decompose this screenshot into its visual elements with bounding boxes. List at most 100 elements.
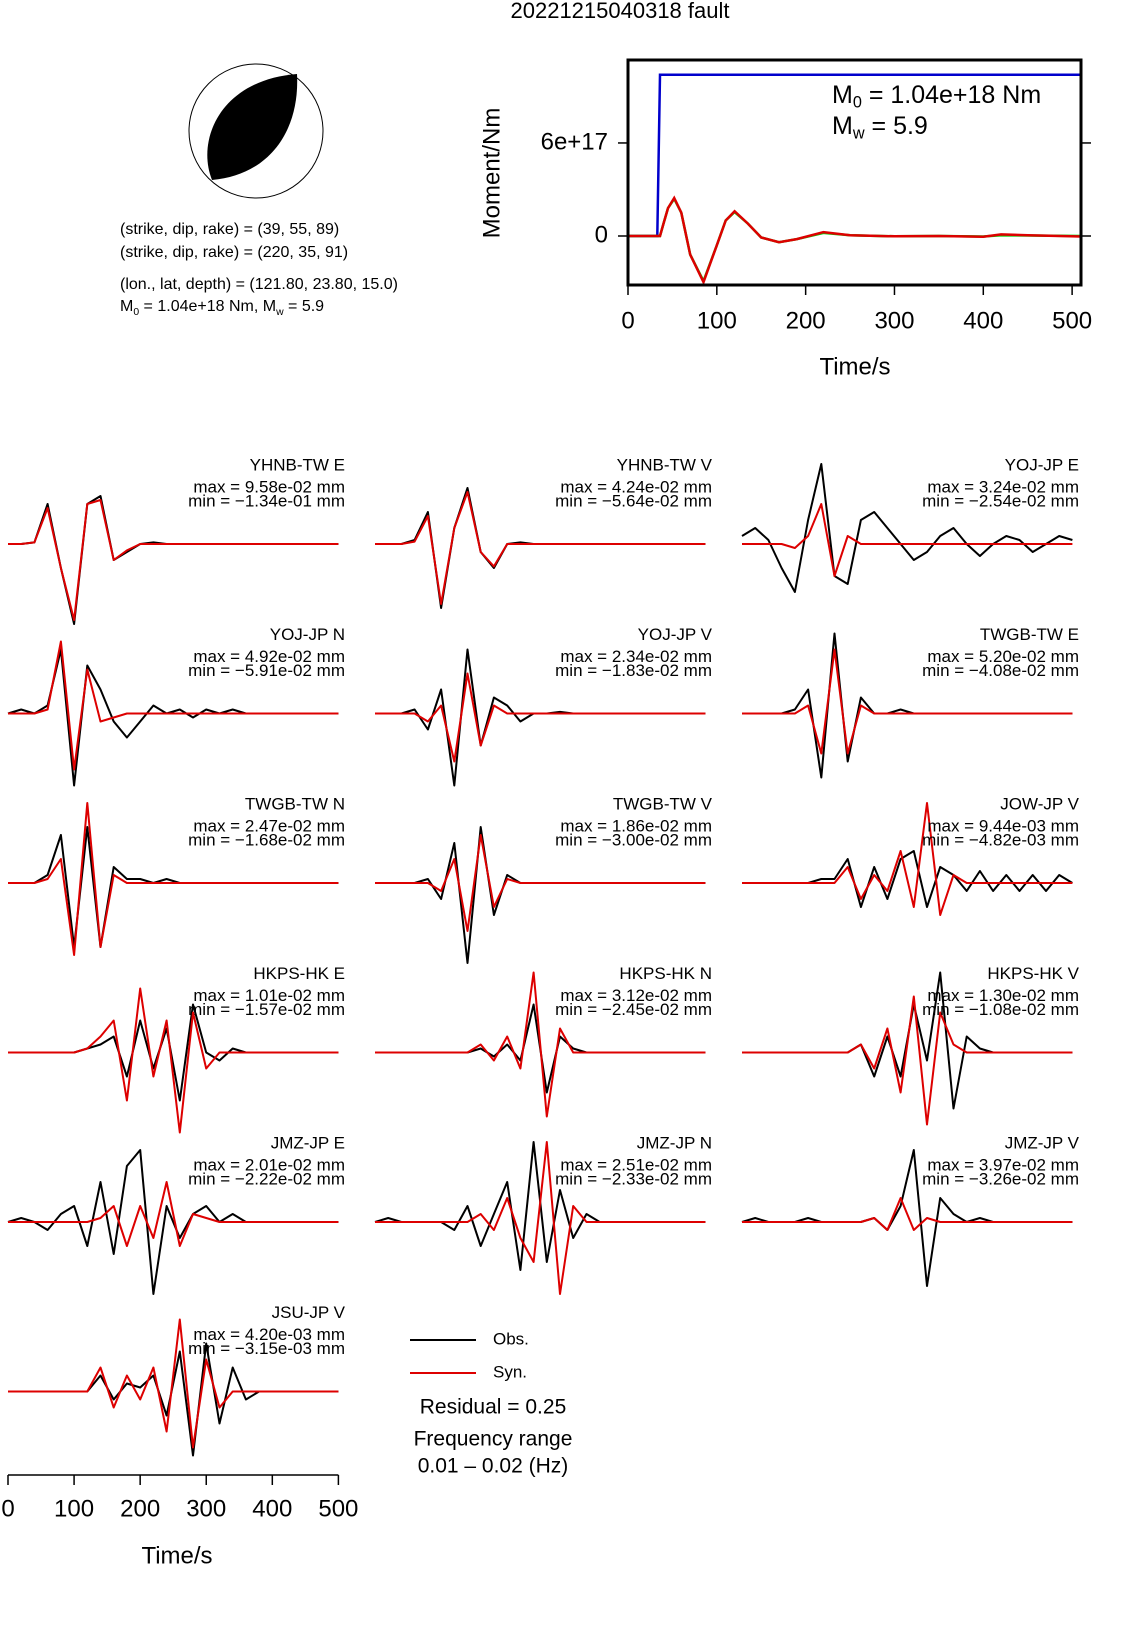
x-tick-label: 300 [186, 1495, 226, 1522]
station-label: JMZ-JP N [637, 1133, 712, 1152]
x-tick-label: 0 [621, 307, 634, 334]
plot-frame [626, 58, 1083, 287]
text-part: M [832, 112, 853, 140]
station-label: JSU-JP V [272, 1303, 346, 1322]
max-label: max = 9.58e-02 mm [193, 477, 345, 496]
min-label: min = −1.83e-02 mm [555, 661, 712, 680]
max-label: max = 3.24e-02 mm [927, 477, 1079, 496]
min-label: min = −2.33e-02 mm [555, 1169, 712, 1188]
syn-trace [742, 802, 1073, 916]
x-tick-label: 100 [697, 307, 737, 334]
text-part: = 5.9 [284, 298, 325, 315]
station-label: HKPS-HK E [253, 964, 345, 983]
x-tick-label: 400 [252, 1495, 292, 1522]
info-line: (lon., lat, depth) = (121.80, 23.80, 15.… [120, 276, 398, 293]
syn-trace [375, 1141, 706, 1295]
max-label: max = 5.20e-02 mm [927, 647, 1079, 666]
sub-text: M0 = 1.04e+18 Nm [832, 81, 1041, 112]
syn-trace [8, 499, 339, 621]
syn-trace [742, 1197, 1073, 1231]
y-tick-label: 6e+17 [541, 128, 608, 155]
syn-trace [375, 491, 706, 605]
moment-series [628, 73, 1081, 238]
station-label: TWGB-TW V [613, 794, 713, 813]
min-label: min = −2.22e-02 mm [188, 1169, 345, 1188]
station-label: YOJ-JP N [270, 625, 345, 644]
min-label: min = −5.64e-02 mm [555, 491, 712, 510]
syn-trace [8, 640, 339, 771]
station-label: YHNB-TW V [617, 455, 713, 474]
title: 20221215040318 fault [511, 0, 730, 23]
station-label: YOJ-JP V [638, 625, 713, 644]
syn-trace [375, 834, 706, 932]
max-label: max = 3.97e-02 mm [927, 1155, 1079, 1174]
legend-syn: Syn. [493, 1362, 527, 1381]
min-label: min = −5.91e-02 mm [188, 661, 345, 680]
text-part: M [120, 298, 133, 315]
station-label: JMZ-JP V [1005, 1133, 1080, 1152]
station-label: YHNB-TW E [250, 455, 345, 474]
x-tick-label: 200 [120, 1495, 160, 1522]
min-label: min = −1.34e-01 mm [188, 491, 345, 510]
max-label: max = 4.92e-02 mm [193, 647, 345, 666]
max-label: max = 4.24e-02 mm [560, 477, 712, 496]
min-label: min = −3.00e-02 mm [555, 830, 712, 849]
text-part: = 1.04e+18 Nm [862, 81, 1041, 109]
station-label: JOW-JP V [1000, 794, 1079, 813]
x-tick-label: 300 [874, 307, 914, 334]
subscript: w [852, 125, 865, 143]
syn-trace [8, 1318, 339, 1449]
beachball-compression [207, 74, 298, 180]
x-tick-label: 200 [786, 307, 826, 334]
y-axis-label: Moment/Nm [478, 108, 505, 239]
max-label: max = 1.86e-02 mm [560, 816, 712, 835]
syn-trace [8, 1181, 339, 1247]
station-label: TWGB-TW N [245, 794, 345, 813]
x-tick-label: 100 [54, 1495, 94, 1522]
max-label: max = 2.34e-02 mm [560, 647, 712, 666]
min-label: min = −4.08e-02 mm [922, 661, 1079, 680]
sub-text: Mw = 5.9 [832, 112, 928, 143]
x-axis-label: Time/s [141, 1542, 212, 1569]
text-part: = 1.04e+18 Nm, M [139, 298, 276, 315]
station-label: TWGB-TW E [980, 625, 1079, 644]
min-label: min = −3.15e-03 mm [188, 1339, 345, 1358]
min-label: min = −2.45e-02 mm [555, 1000, 712, 1019]
min-label: min = −2.54e-02 mm [922, 491, 1079, 510]
subscript: 0 [133, 307, 139, 318]
syn-trace [375, 672, 706, 763]
max-label: max = 2.51e-02 mm [560, 1155, 712, 1174]
max-label: max = 1.30e-02 mm [927, 986, 1079, 1005]
text-part: M [832, 81, 853, 109]
max-label: max = 4.20e-03 mm [193, 1325, 345, 1344]
sub-text: M0 = 1.04e+18 Nm, Mw = 5.9 [120, 298, 324, 317]
syn-trace [742, 503, 1073, 577]
max-label: max = 1.01e-02 mm [193, 986, 345, 1005]
beachball [188, 63, 324, 199]
subscript: 0 [853, 94, 862, 112]
moment-series [628, 195, 1082, 286]
info-line: (strike, dip, rake) = (220, 35, 91) [120, 244, 348, 261]
syn-trace [742, 995, 1073, 1126]
station-label: HKPS-HK N [619, 964, 712, 983]
max-label: max = 3.12e-02 mm [560, 986, 712, 1005]
x-axis-label: Time/s [819, 353, 890, 380]
note: Frequency range [414, 1428, 573, 1451]
syn-trace [8, 802, 339, 956]
obs-trace [8, 495, 339, 625]
max-label: max = 9.44e-03 mm [927, 816, 1079, 835]
note: Residual = 0.25 [420, 1396, 567, 1419]
y-tick-label: 0 [595, 221, 608, 248]
max-label: max = 2.01e-02 mm [193, 1155, 345, 1174]
min-label: min = −1.68e-02 mm [188, 830, 345, 849]
min-label: min = −1.08e-02 mm [922, 1000, 1079, 1019]
min-label: min = −4.82e-03 mm [922, 830, 1079, 849]
min-label: min = −3.26e-02 mm [922, 1169, 1079, 1188]
station-label: HKPS-HK V [987, 964, 1079, 983]
obs-trace [741, 463, 1073, 593]
syn-trace [742, 648, 1073, 755]
note: 0.01 – 0.02 (Hz) [418, 1455, 569, 1478]
subscript: w [275, 307, 284, 318]
text-part: = 5.9 [865, 112, 928, 140]
